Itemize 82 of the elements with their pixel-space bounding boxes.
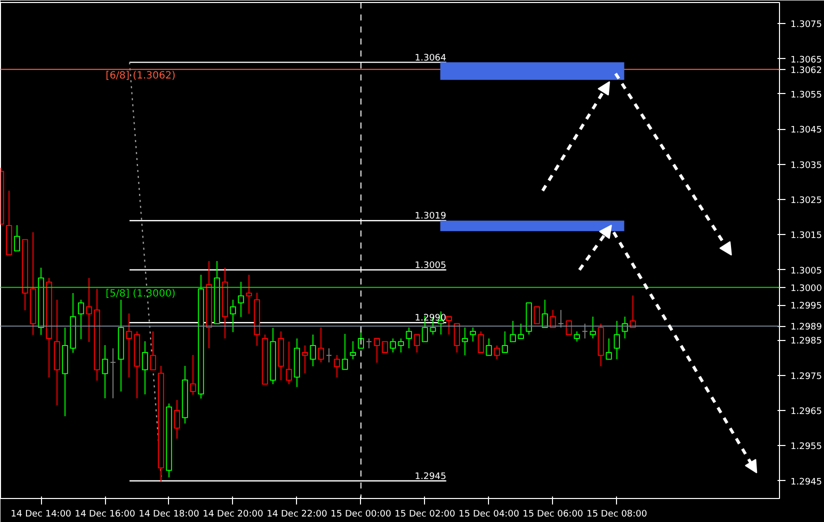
candlestick bbox=[350, 340, 356, 360]
candlestick bbox=[494, 344, 500, 360]
candlestick bbox=[326, 348, 332, 363]
candlestick bbox=[566, 320, 572, 336]
candlestick bbox=[126, 312, 132, 378]
candlestick bbox=[550, 309, 556, 328]
candlestick bbox=[462, 327, 468, 356]
series-label: 1.3019 bbox=[414, 212, 447, 222]
y-tick-label: 1.2975 bbox=[790, 372, 822, 382]
candlestick bbox=[390, 338, 396, 354]
candlestick bbox=[470, 327, 476, 342]
y-tick-label: 1.3025 bbox=[790, 196, 822, 206]
candlestick bbox=[190, 354, 196, 396]
y-tick-label: 1.2995 bbox=[790, 302, 822, 312]
x-tick-label: 14 Dec 20:00 bbox=[202, 510, 264, 520]
candlestick bbox=[142, 340, 148, 395]
candlestick bbox=[318, 327, 324, 363]
x-tick-label: 15 Dec 06:00 bbox=[522, 510, 584, 520]
candlestick bbox=[590, 316, 596, 339]
x-tick-label: 15 Dec 04:00 bbox=[458, 510, 520, 520]
candlestick bbox=[622, 316, 628, 339]
candlestick bbox=[302, 344, 308, 374]
ref-line-label: [5/8] (1.3000) bbox=[106, 288, 176, 300]
series-label: 1.3005 bbox=[414, 260, 446, 271]
candlestick bbox=[574, 330, 580, 342]
candlestick bbox=[558, 309, 564, 328]
candlestick bbox=[406, 327, 412, 349]
candlestick bbox=[414, 334, 420, 354]
y-tick-label: 1.2945 bbox=[790, 477, 822, 488]
candlestick bbox=[454, 323, 460, 354]
candlestick bbox=[14, 224, 20, 252]
y-tick-label: 1.3015 bbox=[790, 231, 822, 242]
candlestick bbox=[486, 338, 492, 356]
x-tick-label: 14 Dec 22:00 bbox=[266, 510, 328, 520]
y-tick-label: 1.3065 bbox=[790, 55, 822, 66]
candlestick bbox=[174, 400, 180, 440]
candlestick bbox=[246, 274, 252, 314]
y-tick-label: 1.2989 bbox=[790, 322, 822, 333]
candlestick bbox=[478, 330, 484, 354]
candlestick bbox=[382, 341, 388, 354]
y-tick-label: 1.3035 bbox=[790, 160, 822, 171]
candlestick bbox=[446, 316, 452, 336]
x-tick-label: 14 Dec 14:00 bbox=[10, 510, 72, 520]
series-label: 1.2945 bbox=[414, 472, 446, 482]
x-tick-label: 14 Dec 18:00 bbox=[138, 510, 200, 520]
y-tick-label: 1.3000 bbox=[790, 284, 822, 294]
candlestick bbox=[542, 299, 548, 328]
candlestick bbox=[614, 320, 620, 360]
candlestick bbox=[150, 330, 156, 370]
ref-line-label: [6/8] (1.3062) bbox=[106, 70, 176, 82]
candlestick bbox=[102, 344, 108, 399]
y-tick-label: 1.2965 bbox=[790, 407, 822, 418]
candlestick bbox=[502, 330, 508, 354]
y-tick-label: 1.3055 bbox=[790, 90, 822, 100]
candlestick bbox=[230, 299, 236, 333]
y-tick-label: 1.3045 bbox=[790, 126, 822, 136]
series-label: 1.3064 bbox=[414, 53, 447, 64]
candlestick bbox=[286, 341, 292, 385]
candlestick bbox=[78, 299, 84, 340]
y-tick-label: 1.2955 bbox=[790, 442, 822, 452]
candlestick bbox=[374, 338, 380, 364]
y-tick-label: 1.3075 bbox=[790, 20, 822, 30]
y-tick-label: 1.3005 bbox=[790, 266, 822, 276]
candlestick bbox=[238, 281, 244, 318]
candlestick bbox=[606, 338, 612, 360]
candlestick bbox=[86, 277, 92, 342]
candlestick bbox=[334, 354, 340, 378]
y-tick-label: 1.3062 bbox=[790, 66, 822, 76]
x-tick-label: 15 Dec 08:00 bbox=[586, 510, 648, 520]
candlestick bbox=[582, 323, 588, 339]
x-tick-label: 15 Dec 00:00 bbox=[330, 510, 392, 520]
candlestick bbox=[342, 333, 348, 370]
candlestick bbox=[510, 320, 516, 342]
candlestick bbox=[366, 338, 372, 349]
candlestick bbox=[110, 348, 116, 399]
candlestick bbox=[534, 306, 540, 324]
x-tick-label: 15 Dec 02:00 bbox=[394, 510, 456, 520]
x-tick-label: 14 Dec 16:00 bbox=[74, 510, 136, 520]
y-tick-label: 1.2985 bbox=[790, 336, 822, 347]
candlestick bbox=[398, 338, 404, 354]
candlestick bbox=[310, 334, 316, 367]
candlestick bbox=[518, 323, 524, 339]
